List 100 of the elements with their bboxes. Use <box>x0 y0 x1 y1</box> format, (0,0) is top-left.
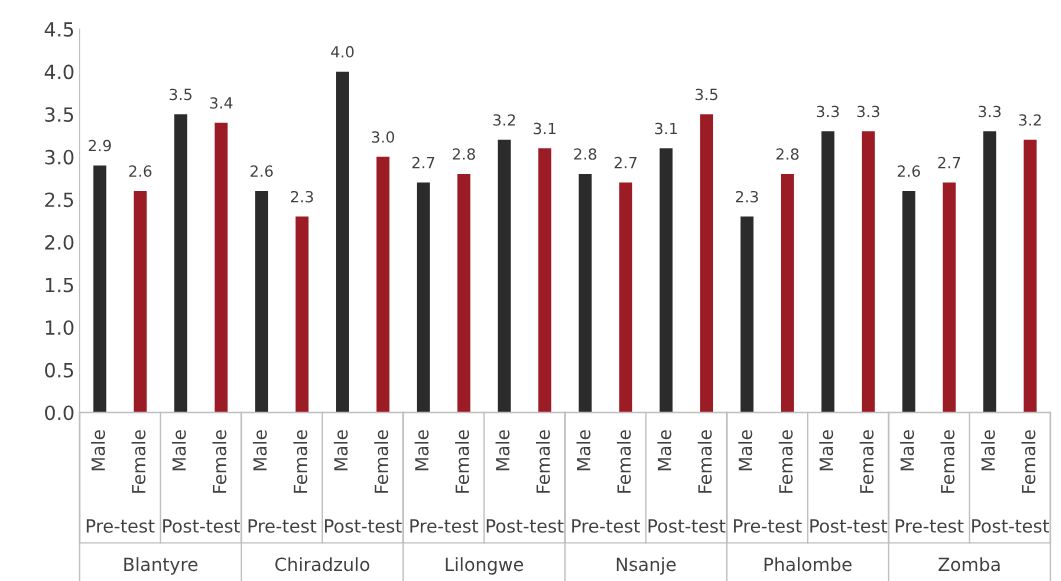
x-tick-label: Female <box>859 430 874 493</box>
text: Post-test <box>163 519 240 533</box>
x-tick-label: Male <box>171 430 186 471</box>
text: Zomba <box>938 557 1000 572</box>
data-label: 3.5 <box>695 88 718 101</box>
data-label: 3.3 <box>978 105 1001 118</box>
data-label: 3.3 <box>816 105 839 118</box>
y-tick-label: 1.5 <box>45 277 74 293</box>
text: Pre-test <box>572 519 640 533</box>
y-tick-label: 3.0 <box>45 149 74 165</box>
data-label: 2.9 <box>88 139 111 152</box>
bar <box>133 190 147 413</box>
y-tick-label: 0.0 <box>45 405 74 421</box>
x-tick-label: Female <box>374 430 389 493</box>
bar <box>1023 139 1037 413</box>
x-tick-label: Female <box>131 430 146 493</box>
data-label: 3.1 <box>655 122 677 135</box>
text: Pre-test <box>410 519 479 533</box>
data-label: 2.3 <box>291 190 313 203</box>
x-tick-label: Male <box>980 430 995 471</box>
data-label: 4.0 <box>331 46 354 58</box>
x-tick-label: Male <box>819 430 834 471</box>
bar <box>214 122 228 413</box>
x-tick-label: Female <box>616 430 631 493</box>
y-tick-label: 4.5 <box>44 22 74 37</box>
text: Post-test <box>486 519 564 533</box>
data-label: 2.3 <box>735 190 758 203</box>
bar <box>578 173 592 413</box>
bar <box>983 131 997 413</box>
data-label: 3.5 <box>169 88 192 101</box>
x-tick-label: Male <box>414 430 429 471</box>
bar <box>376 156 390 413</box>
bar <box>174 114 188 413</box>
x-tick-label: Male <box>252 430 267 471</box>
x-tick-label: Male <box>576 430 591 471</box>
bar <box>457 173 471 413</box>
text: Nsanje <box>616 557 676 575</box>
bar <box>497 139 511 413</box>
bar <box>861 131 875 413</box>
x-tick-label: Female <box>536 430 550 493</box>
text: Post-test <box>325 519 402 533</box>
y-tick-label: 3.5 <box>45 107 74 122</box>
bar <box>336 71 349 413</box>
data-label: 2.7 <box>938 156 961 169</box>
bar <box>740 216 754 413</box>
y-tick-label: 1.0 <box>45 320 74 335</box>
bar <box>902 190 916 413</box>
x-tick-label: Female <box>212 430 227 493</box>
data-label: 3.3 <box>857 105 880 118</box>
x-tick-label: Male <box>657 430 672 471</box>
data-label: 2.6 <box>250 165 273 177</box>
text: Pre-test <box>248 519 317 533</box>
y-tick-label: 2.0 <box>45 235 74 250</box>
x-tick-label: Male <box>495 430 510 471</box>
bar <box>821 131 835 413</box>
x-tick-label: Female <box>455 430 470 493</box>
x-tick-label: Male <box>900 430 915 471</box>
data-label: 2.8 <box>776 148 799 160</box>
text: Lilongwe <box>445 557 524 575</box>
text: Pre-test <box>895 519 964 533</box>
text: Post-test <box>648 519 726 533</box>
data-label: 2.7 <box>614 156 637 169</box>
x-tick-label: Female <box>293 430 308 493</box>
x-tick-label: Female <box>940 430 955 493</box>
bar <box>255 190 269 413</box>
bar <box>538 148 552 413</box>
bar <box>619 182 633 413</box>
data-label: 2.7 <box>412 156 435 169</box>
data-label: 3.2 <box>493 114 515 126</box>
bar <box>93 165 107 413</box>
x-tick-label: Female <box>697 430 712 493</box>
text: Pre-test <box>86 519 155 533</box>
data-label: 2.8 <box>452 148 475 160</box>
x-tick-label: Female <box>1021 430 1036 493</box>
x-tick-label: Male <box>738 430 753 471</box>
text: Pre-test <box>734 519 802 533</box>
data-label: 2.6 <box>897 165 920 177</box>
x-tick-label: Female <box>778 430 793 493</box>
text: Post-test <box>810 519 888 533</box>
bar <box>780 173 794 413</box>
text: Post-test <box>972 519 1049 533</box>
y-tick-label: 2.5 <box>45 192 74 208</box>
data-label: 3.0 <box>371 131 395 143</box>
bar <box>700 114 714 413</box>
bar <box>942 182 956 413</box>
data-label: 3.1 <box>533 122 556 135</box>
text: Chiradzulo <box>275 557 370 572</box>
bar <box>416 182 430 413</box>
y-tick-label: 4.0 <box>44 64 74 80</box>
data-label: 2.6 <box>129 165 152 177</box>
bar <box>295 216 309 413</box>
data-label: 3.2 <box>1019 114 1041 126</box>
x-tick-label: Male <box>333 430 348 471</box>
bar <box>659 148 673 413</box>
text: Blantyre <box>124 557 198 575</box>
data-label: 3.4 <box>210 97 233 109</box>
data-label: 2.8 <box>574 148 597 160</box>
text: Phalombe <box>764 557 852 572</box>
y-tick-label: 0.5 <box>45 362 74 378</box>
x-tick-label: Male <box>91 430 106 471</box>
